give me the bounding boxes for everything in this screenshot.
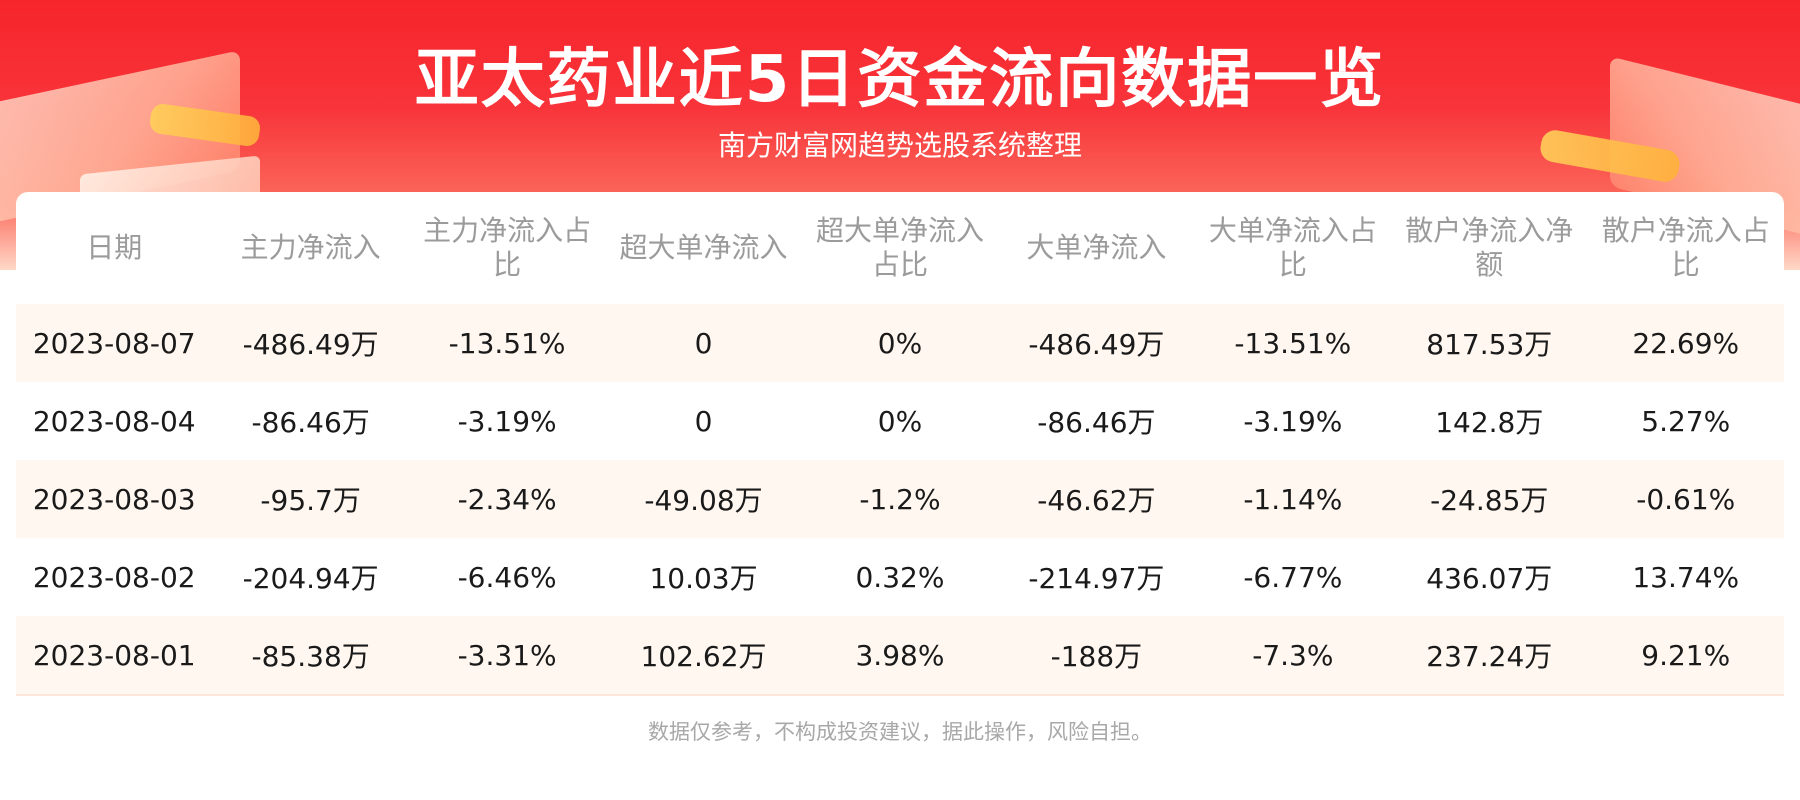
table-row: 2023-08-02 -204.94万 -6.46% 10.03万 0.32% …	[16, 538, 1784, 616]
column-header-large-order-inflow: 大单净流入	[1026, 231, 1167, 264]
cell-main-inflow-ratio: -3.19%	[408, 382, 606, 460]
column-header-retail-inflow-ratio: 散户净流入占比	[1601, 214, 1770, 281]
cell-date: 2023-08-02	[16, 538, 213, 616]
cell-xl-order-ratio: 3.98%	[801, 616, 999, 694]
cell-retail-inflow: -24.85万	[1391, 460, 1588, 538]
cell-xl-order-inflow: 0	[605, 382, 802, 460]
cell-main-inflow: -95.7万	[212, 460, 409, 538]
disclaimer-text: 数据仅参考，不构成投资建议，据此操作，风险自担。	[648, 720, 1152, 744]
cell-retail-inflow: 142.8万	[1391, 382, 1588, 460]
cell-retail-inflow-ratio: 22.69%	[1587, 304, 1784, 382]
cell-xl-order-ratio: 0%	[801, 304, 999, 382]
cell-retail-inflow-ratio: 13.74%	[1587, 538, 1784, 616]
column-header-main-inflow-ratio: 主力净流入占比	[423, 214, 592, 281]
cell-xl-order-inflow: -49.08万	[605, 460, 802, 538]
cell-main-inflow-ratio: -2.34%	[408, 460, 606, 538]
table-row: 2023-08-04 -86.46万 -3.19% 0 0% -86.46万 -…	[16, 382, 1784, 460]
cell-date: 2023-08-01	[16, 616, 213, 694]
cell-large-order-inflow: -188万	[998, 616, 1195, 694]
cell-retail-inflow-ratio: 5.27%	[1587, 382, 1784, 460]
cell-xl-order-inflow: 0	[605, 304, 802, 382]
cell-date: 2023-08-04	[16, 382, 213, 460]
cell-large-order-inflow: -486.49万	[998, 304, 1195, 382]
column-header-large-order-ratio: 大单净流入占比	[1208, 214, 1377, 281]
cell-retail-inflow-ratio: 9.21%	[1587, 616, 1784, 694]
table-row: 2023-08-03 -95.7万 -2.34% -49.08万 -1.2% -…	[16, 460, 1784, 538]
table-bottom-divider	[16, 694, 1784, 696]
cell-xl-order-ratio: 0%	[801, 382, 999, 460]
cell-large-order-ratio: -1.14%	[1194, 460, 1392, 538]
cell-main-inflow: -486.49万	[212, 304, 409, 382]
cell-large-order-inflow: -214.97万	[998, 538, 1195, 616]
cell-main-inflow-ratio: -6.46%	[408, 538, 606, 616]
table-row: 2023-08-01 -85.38万 -3.31% 102.62万 3.98% …	[16, 616, 1784, 694]
page-subtitle: 南方财富网趋势选股系统整理	[717, 129, 1082, 162]
fund-flow-table: 日期 主力净流入 主力净流入占比 超大单净流入 超大单净流入占比 大单净流入 大…	[16, 192, 1784, 694]
cell-xl-order-inflow: 10.03万	[605, 538, 802, 616]
cell-main-inflow: -86.46万	[212, 382, 409, 460]
cell-large-order-ratio: -7.3%	[1194, 616, 1392, 694]
cell-xl-order-inflow: 102.62万	[605, 616, 802, 694]
cell-date: 2023-08-03	[16, 460, 213, 538]
cell-retail-inflow: 817.53万	[1391, 304, 1588, 382]
cell-large-order-inflow: -46.62万	[998, 460, 1195, 538]
cell-large-order-inflow: -86.46万	[998, 382, 1195, 460]
cell-main-inflow-ratio: -13.51%	[408, 304, 606, 382]
column-header-date: 日期	[86, 231, 143, 264]
cell-main-inflow: -85.38万	[212, 616, 409, 694]
column-header-xl-order-ratio: 超大单净流入占比	[815, 214, 984, 281]
column-header-xl-order-inflow: 超大单净流入	[619, 231, 788, 264]
cell-large-order-ratio: -13.51%	[1194, 304, 1392, 382]
cell-xl-order-ratio: 0.32%	[801, 538, 999, 616]
cell-retail-inflow: 436.07万	[1391, 538, 1588, 616]
data-card: 南方财富网 outhmoney.com 日期 主力净流入 主力净流入占比 超大单…	[16, 192, 1784, 712]
page-title: 亚太药业近5日资金流向数据一览	[414, 43, 1386, 117]
cell-xl-order-ratio: -1.2%	[801, 460, 999, 538]
cell-retail-inflow: 237.24万	[1391, 616, 1588, 694]
cell-main-inflow-ratio: -3.31%	[408, 616, 606, 694]
table-header-row: 日期 主力净流入 主力净流入占比 超大单净流入 超大单净流入占比 大单净流入 大…	[16, 192, 1784, 304]
cell-large-order-ratio: -3.19%	[1194, 382, 1392, 460]
cell-large-order-ratio: -6.77%	[1194, 538, 1392, 616]
column-header-retail-inflow: 散户净流入净额	[1405, 214, 1574, 281]
cell-main-inflow: -204.94万	[212, 538, 409, 616]
cell-date: 2023-08-07	[16, 304, 213, 382]
cell-retail-inflow-ratio: -0.61%	[1587, 460, 1784, 538]
column-header-main-inflow: 主力净流入	[240, 231, 381, 264]
table-row: 2023-08-07 -486.49万 -13.51% 0 0% -486.49…	[16, 304, 1784, 382]
